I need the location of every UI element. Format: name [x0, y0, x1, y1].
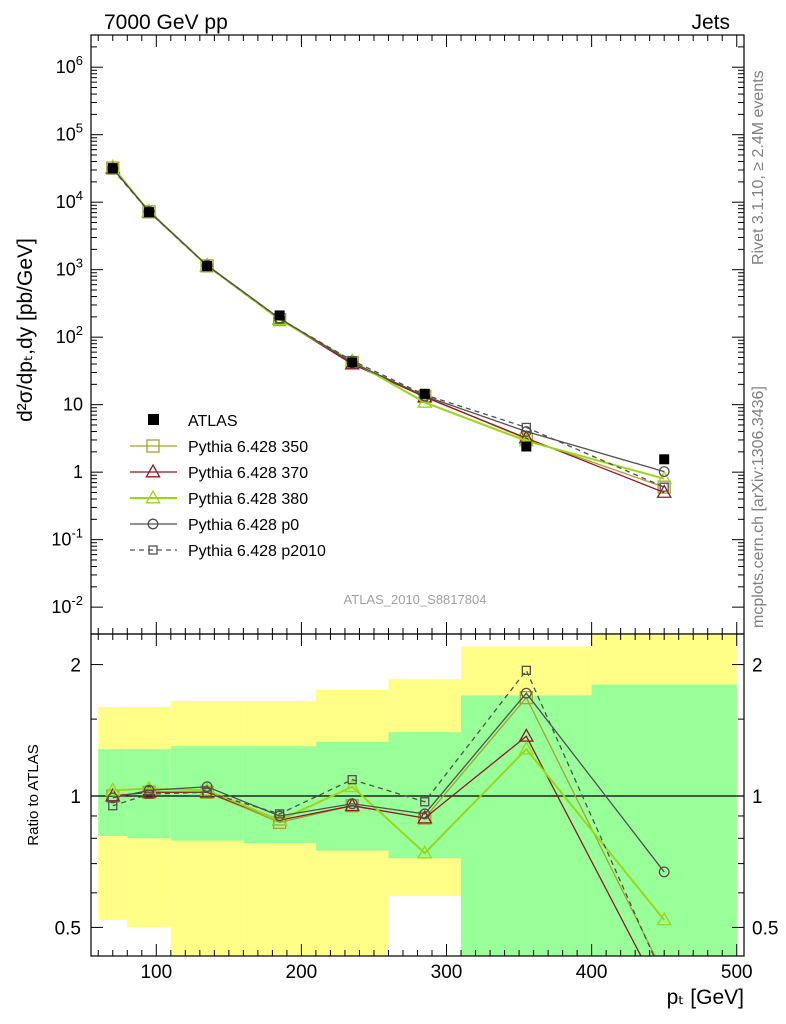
- ratio-y-tick-label: 0.5: [752, 918, 778, 939]
- legend-marker: [145, 489, 161, 504]
- ratio-series-point: [274, 810, 286, 822]
- data-point: [202, 261, 213, 272]
- ratio-series-point: [344, 778, 360, 793]
- y-tick-label: 106: [56, 53, 83, 77]
- x-tick-label: 500: [721, 962, 753, 983]
- ratio-y-tick-label: 1: [70, 787, 81, 808]
- ratio-series-point: [107, 792, 119, 804]
- uncertainty-band-inner: [591, 684, 737, 956]
- y-tick-label: 10: [63, 395, 83, 415]
- ratio-series-line: [112, 735, 642, 956]
- ratio-series-point: [660, 975, 668, 983]
- series-point: [417, 394, 433, 408]
- ratio-series-point: [346, 798, 358, 810]
- side-mcplots-label: mcplots.cern.ch [arXiv:1306.3436]: [750, 386, 767, 628]
- main-panel: 10-2 10-1 1 10 102 103 104 105 106: [51, 34, 745, 635]
- legend-marker: [146, 439, 160, 453]
- series-line: [112, 169, 665, 488]
- x-axis-label: pₜ [GeV]: [667, 986, 744, 1009]
- ratio-series-line: [112, 747, 665, 921]
- ratio-series-point: [201, 781, 213, 793]
- ratio-series-point: [144, 789, 154, 799]
- series-line: [112, 168, 665, 473]
- legend-label: Pythia 6.428 350: [188, 439, 308, 456]
- series-point: [658, 466, 670, 478]
- x-tick-label: 300: [431, 962, 463, 983]
- ratio-series-point: [108, 801, 118, 811]
- y-tick-label: 10-1: [51, 526, 83, 550]
- x-tick-label: 400: [576, 962, 608, 983]
- data-point: [107, 163, 118, 174]
- data-point: [659, 454, 670, 465]
- series-line: [111, 166, 665, 480]
- ratio-series-point: [143, 784, 155, 796]
- data-point: [521, 441, 532, 452]
- uncertainty-band-inner: [243, 746, 316, 844]
- series-point: [520, 426, 532, 437]
- ratio-y-tick-label: 2: [752, 656, 763, 677]
- ratio-series-point: [419, 808, 431, 820]
- ratio-content: [91, 634, 744, 983]
- main-y-axis-label: d²σ/dpₜ,dy [pb/GeV]: [14, 238, 37, 422]
- series-point: [521, 422, 531, 433]
- legend-label: Pythia 6.428 p0: [188, 517, 299, 534]
- ratio-series-point: [658, 866, 670, 878]
- legend-label: Pythia 6.428 p2010: [188, 543, 326, 560]
- header-process-label: Jets: [691, 11, 730, 34]
- ratio-series-point: [420, 797, 430, 807]
- legend-label: Pythia 6.428 380: [188, 491, 308, 508]
- ratio-y-tick-label: 0.5: [55, 918, 81, 939]
- ratio-series-point: [519, 690, 533, 705]
- analysis-label: ATLAS_2010_S8817804: [344, 592, 487, 607]
- uncertainty-band-inner: [170, 746, 244, 841]
- ratio-series-point: [274, 809, 285, 819]
- ratio-series-point: [521, 665, 531, 675]
- series-point: [657, 480, 671, 494]
- ratio-panel: 0.5 0.5 1 1 2 2 100 200 300 400 500: [55, 633, 778, 983]
- data-point: [419, 388, 430, 399]
- legend-marker: [147, 518, 159, 530]
- legend-label: ATLAS: [188, 413, 238, 430]
- x-tick-label: 100: [140, 962, 172, 983]
- side-rivet-label: Rivet 3.1.10, ≥ 2.4M events: [750, 70, 767, 265]
- ratio-series-line: [112, 669, 655, 956]
- legend-marker: [148, 414, 159, 425]
- series-point: [659, 482, 669, 492]
- x-tick-label: 200: [286, 962, 318, 983]
- y-tick-label: 103: [56, 256, 83, 280]
- ratio-y-tick-label: 2: [70, 656, 81, 677]
- y-tick-label: 1: [73, 462, 83, 482]
- header-energy-label: 7000 GeV pp: [104, 11, 228, 34]
- legend-label: Pythia 6.428 370: [188, 465, 308, 482]
- y-tick-label: 102: [56, 323, 83, 347]
- ratio-series-point: [105, 782, 121, 796]
- ratio-series-point: [656, 911, 672, 926]
- ratio-series-line: [112, 692, 665, 873]
- data-point: [144, 207, 155, 218]
- y-tick-label: 104: [56, 188, 83, 212]
- ratio-y-axis-label: Ratio to ATLAS: [25, 744, 42, 845]
- data-point: [274, 310, 285, 321]
- y-tick-label: 105: [56, 121, 83, 145]
- uncertainty-band-inner: [388, 732, 462, 859]
- legend-marker: [148, 545, 158, 555]
- data-point: [347, 357, 358, 368]
- ratio-y-tick-label: 1: [752, 787, 763, 808]
- ratio-series-point: [518, 740, 535, 755]
- ratio-series-point: [658, 969, 670, 981]
- y-tick-label: 10-2: [51, 593, 83, 617]
- legend-marker: [145, 463, 161, 478]
- ratio-series-point: [520, 687, 532, 699]
- legend: ATLAS Pythia 6.428 350 Pythia 6.428 370 Pyt…: [130, 413, 326, 560]
- uncertainty-band-inner: [461, 695, 592, 956]
- ratio-series-point: [202, 787, 212, 797]
- ratio-series-point: [347, 775, 357, 785]
- ratio-series-point: [417, 844, 433, 859]
